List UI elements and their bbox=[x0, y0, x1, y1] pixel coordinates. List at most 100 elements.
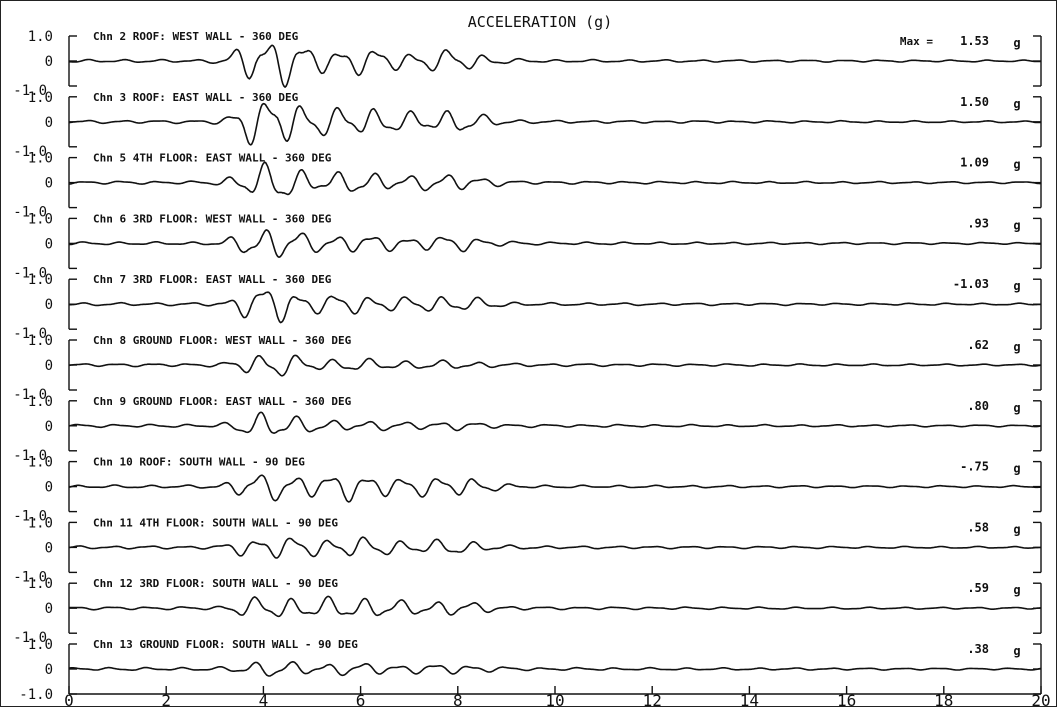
max-unit: g bbox=[1013, 401, 1020, 415]
channel-label: Chn 5 4TH FLOOR: EAST WALL - 360 DEG bbox=[93, 152, 332, 165]
waveform-5 bbox=[69, 291, 1041, 324]
max-value: .59 bbox=[967, 581, 989, 595]
waveform-1 bbox=[69, 44, 1041, 88]
channel-label: Chn 7 3RD FLOOR: EAST WALL - 360 DEG bbox=[93, 273, 332, 286]
channel-2: 1.0 0 -1.0 Chn 3 ROOF: EAST WALL - 360 DEG 1… bbox=[13, 90, 1042, 160]
y-tick-label: 0 bbox=[45, 480, 53, 496]
waveform-6 bbox=[68, 354, 1042, 377]
max-prefix: Max = bbox=[900, 35, 933, 48]
y-tick-label: 1.0 bbox=[28, 576, 53, 592]
channel-7: 1.0 0 -1.0 Chn 9 GROUND FLOOR: EAST WALL - … bbox=[13, 394, 1042, 464]
y-tick-label: 1.0 bbox=[28, 272, 53, 288]
y-tick-label: -1.0 bbox=[13, 144, 47, 160]
max-value: .80 bbox=[967, 399, 989, 413]
max-unit: g bbox=[1013, 279, 1020, 293]
max-unit: g bbox=[1013, 644, 1020, 658]
y-tick-label: -1.0 bbox=[13, 569, 47, 585]
y-tick-label: 1.0 bbox=[28, 211, 53, 227]
channel-5: 1.0 0 -1.0 Chn 7 3RD FLOOR: EAST WALL - 360… bbox=[13, 272, 1042, 342]
max-unit: g bbox=[1013, 97, 1020, 111]
y-tick-label: 1.0 bbox=[28, 90, 53, 106]
max-unit: g bbox=[1013, 522, 1020, 536]
max-value: .62 bbox=[967, 338, 989, 352]
x-tick-label: 2 bbox=[161, 691, 171, 708]
x-axis: 0 2 4 6 8 10 12 14 16 18 20 bbox=[64, 686, 1051, 708]
x-tick-label: 16 bbox=[837, 691, 856, 708]
waveform-10 bbox=[69, 595, 1042, 618]
max-unit: g bbox=[1013, 158, 1020, 172]
y-tick-label: 0 bbox=[45, 540, 53, 556]
waveform-3 bbox=[68, 161, 1042, 196]
y-tick-label: 1.0 bbox=[28, 151, 53, 167]
y-tick-label: -1.0 bbox=[13, 630, 47, 646]
y-tick-label: 0 bbox=[45, 358, 53, 374]
x-tick-label: 12 bbox=[643, 691, 662, 708]
channel-6: 1.0 0 -1.0 Chn 8 GROUND FLOOR: WEST WALL - … bbox=[13, 333, 1042, 403]
y-tick-label: 1.0 bbox=[28, 515, 53, 531]
waveform-7 bbox=[68, 411, 1042, 434]
y-tick-label: 1.0 bbox=[28, 455, 53, 471]
channel-11: 1.0 0 -1.0 Chn 13 GROUND FLOOR: SOUTH WALL … bbox=[19, 637, 1042, 703]
y-tick-label: 0 bbox=[45, 662, 53, 678]
y-tick-label: -1.0 bbox=[13, 509, 47, 525]
max-value: .93 bbox=[967, 216, 989, 230]
channel-label: Chn 11 4TH FLOOR: SOUTH WALL - 90 DEG bbox=[93, 516, 338, 529]
max-value: 1.53 bbox=[960, 34, 989, 48]
y-tick-label: -1.0 bbox=[13, 326, 47, 342]
max-value: .38 bbox=[967, 642, 989, 656]
y-tick-label: 0 bbox=[45, 419, 53, 435]
max-unit: g bbox=[1013, 36, 1020, 50]
x-tick-label: 4 bbox=[259, 691, 269, 708]
x-tick-label: 6 bbox=[356, 691, 366, 708]
channel-label: Chn 6 3RD FLOOR: WEST WALL - 360 DEG bbox=[93, 212, 332, 225]
max-value: 1.50 bbox=[960, 95, 989, 109]
waveform-9 bbox=[68, 536, 1042, 559]
y-tick-label: 1.0 bbox=[28, 637, 53, 653]
channel-label: Chn 2 ROOF: WEST WALL - 360 DEG bbox=[93, 30, 299, 43]
max-unit: g bbox=[1013, 462, 1020, 476]
max-unit: g bbox=[1013, 583, 1020, 597]
waveform-2 bbox=[68, 102, 1041, 146]
max-value: .58 bbox=[967, 520, 989, 534]
y-tick-label: -1.0 bbox=[13, 83, 47, 99]
y-tick-label: -1.0 bbox=[13, 387, 47, 403]
max-value: -1.03 bbox=[953, 277, 989, 291]
x-tick-label: 20 bbox=[1031, 691, 1050, 708]
x-tick-label: 8 bbox=[453, 691, 463, 708]
max-unit: g bbox=[1013, 340, 1020, 354]
max-unit: g bbox=[1013, 218, 1020, 232]
y-tick-label: -1.0 bbox=[13, 448, 47, 464]
x-tick-label: 14 bbox=[740, 691, 759, 708]
y-tick-label: 1.0 bbox=[28, 333, 53, 349]
channel-label: Chn 3 ROOF: EAST WALL - 360 DEG bbox=[93, 91, 299, 104]
waveform-8 bbox=[68, 474, 1042, 503]
x-tick-label: 18 bbox=[934, 691, 953, 708]
x-tick-label: 0 bbox=[64, 691, 74, 708]
channel-8: 1.0 0 -1.0 Chn 10 ROOF: SOUTH WALL - 90 DEG… bbox=[13, 455, 1042, 525]
channel-1: 1.0 0 -1.0 Chn 2 ROOF: WEST WALL - 360 DEG M… bbox=[13, 29, 1042, 99]
y-tick-label: -1.0 bbox=[13, 205, 47, 221]
channel-label: Chn 13 GROUND FLOOR: SOUTH WALL - 90 DEG bbox=[93, 638, 358, 651]
channel-9: 1.0 0 -1.0 Chn 11 4TH FLOOR: SOUTH WALL - 9… bbox=[13, 515, 1042, 585]
x-tick-label: 10 bbox=[545, 691, 564, 708]
channel-label: Chn 10 ROOF: SOUTH WALL - 90 DEG bbox=[93, 456, 305, 469]
channel-4: 1.0 0 -1.0 Chn 6 3RD FLOOR: WEST WALL - 360… bbox=[13, 211, 1042, 281]
channel-label: Chn 9 GROUND FLOOR: EAST WALL - 360 DEG bbox=[93, 395, 352, 408]
y-tick-label: 0 bbox=[45, 115, 53, 131]
waveform-11 bbox=[68, 661, 1042, 677]
channel-3: 1.0 0 -1.0 Chn 5 4TH FLOOR: EAST WALL - 360… bbox=[13, 151, 1042, 221]
channel-10: 1.0 0 -1.0 Chn 12 3RD FLOOR: SOUTH WALL - 9… bbox=[13, 576, 1042, 646]
max-value: 1.09 bbox=[960, 156, 989, 170]
y-tick-label: 0 bbox=[45, 176, 53, 192]
channel-label: Chn 12 3RD FLOOR: SOUTH WALL - 90 DEG bbox=[93, 577, 338, 590]
waveform-4 bbox=[68, 229, 1041, 258]
y-tick-label: 0 bbox=[45, 236, 53, 252]
channel-label: Chn 8 GROUND FLOOR: WEST WALL - 360 DEG bbox=[93, 334, 352, 347]
chart-title: ACCELERATION (g) bbox=[468, 13, 613, 31]
y-tick-label: 0 bbox=[45, 297, 53, 313]
channel-plots: 1.0 0 -1.0 Chn 2 ROOF: WEST WALL - 360 DEG M… bbox=[13, 29, 1042, 703]
max-value: -.75 bbox=[960, 460, 989, 474]
y-tick-label: 1.0 bbox=[28, 394, 53, 410]
